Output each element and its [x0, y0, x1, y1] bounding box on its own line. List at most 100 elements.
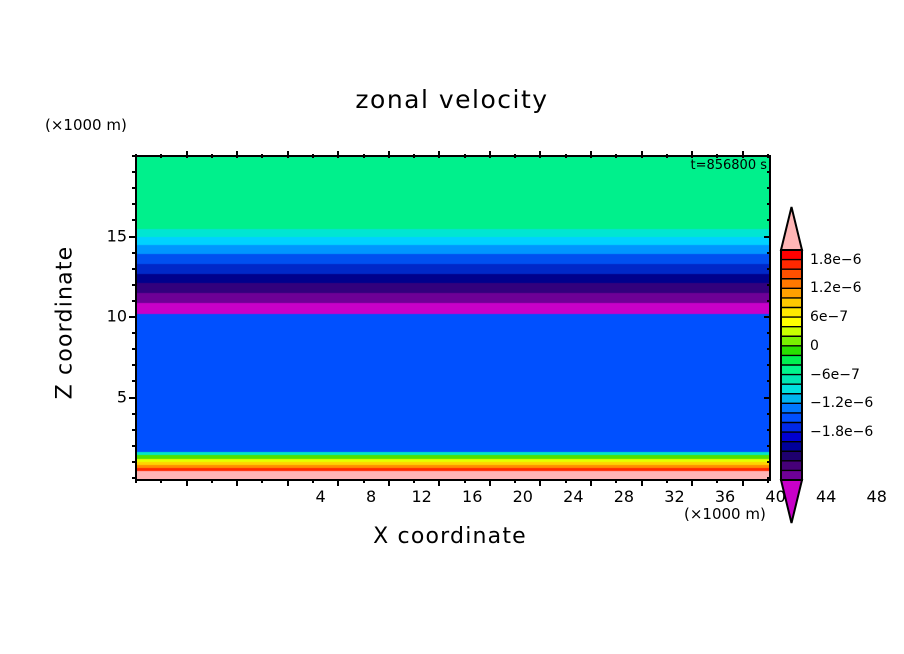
- x-tick: [362, 479, 365, 483]
- x-tick: [135, 154, 137, 158]
- page-title: zonal velocity: [355, 85, 549, 114]
- x-tick: [438, 151, 441, 158]
- x-tick: [665, 154, 668, 158]
- y-tick: [767, 299, 771, 302]
- x-axis-title: X coordinate: [373, 524, 527, 549]
- x-tick: [210, 479, 213, 483]
- y-axis-tick-labels: 5 10 15: [85, 155, 127, 477]
- colorbar-segment: [781, 355, 802, 366]
- y-tick: [132, 428, 136, 431]
- colorbar-tick-label: 0: [810, 337, 819, 354]
- x-tick: [741, 479, 744, 486]
- y-tick: [767, 283, 771, 286]
- x-tick: [286, 479, 289, 486]
- colorbar-tick-label: 1.8e−6: [810, 251, 862, 268]
- x-tick: [463, 154, 466, 158]
- y-tick: [132, 155, 136, 157]
- x-axis-unit-label: (×1000 m): [684, 505, 766, 523]
- x-tick: [261, 154, 264, 158]
- x-tick: [413, 479, 416, 483]
- x-tick: [564, 154, 567, 158]
- x-tick: [488, 151, 491, 158]
- y-tick: [129, 316, 136, 318]
- x-tick: [337, 479, 340, 486]
- y-tick: [132, 267, 136, 270]
- x-tick: [438, 479, 441, 486]
- x-tick-label: 24: [563, 487, 584, 506]
- x-tick: [716, 479, 719, 483]
- y-tick-label: 15: [106, 226, 127, 245]
- x-tick: [615, 479, 618, 483]
- y-tick: [767, 187, 771, 190]
- x-tick-label: 44: [815, 487, 837, 506]
- x-tick: [160, 154, 163, 158]
- colorbar-segment: [781, 441, 802, 452]
- x-tick-label: 32: [664, 487, 685, 506]
- colorbar-tick-label: −1.8e−6: [810, 424, 874, 441]
- x-tick: [564, 479, 567, 483]
- y-tick: [129, 235, 136, 238]
- colorbar-segment: [781, 278, 802, 289]
- colorbar-tick-label: 1.2e−6: [810, 280, 862, 297]
- x-tick-label: 28: [613, 487, 635, 506]
- y-tick: [132, 412, 136, 415]
- y-tick: [767, 444, 771, 447]
- plot-area: [135, 155, 771, 481]
- y-axis-unit-label: (×1000 m): [45, 116, 127, 134]
- x-tick-label: 4: [315, 487, 326, 506]
- colorbar-segment: [781, 317, 802, 328]
- y-tick: [132, 332, 136, 335]
- y-axis-ticks-left: [126, 155, 136, 481]
- colorbar-segment: [781, 403, 802, 414]
- x-tick-label: 8: [366, 487, 377, 506]
- x-tick: [185, 151, 188, 158]
- y-tick: [767, 428, 771, 431]
- colorbar-segment: [781, 374, 802, 385]
- y-tick: [764, 396, 771, 399]
- y-tick: [132, 251, 136, 254]
- x-tick-label: 40: [765, 487, 786, 506]
- y-tick: [767, 412, 771, 415]
- colorbar-segment: [781, 297, 802, 309]
- y-axis-ticks-right: [761, 155, 771, 481]
- x-tick-label: 48: [866, 487, 887, 506]
- y-tick: [132, 477, 136, 479]
- x-tick: [387, 151, 390, 158]
- y-tick: [767, 251, 771, 254]
- y-tick: [767, 380, 771, 383]
- x-tick: [539, 151, 542, 158]
- x-tick: [615, 154, 618, 158]
- colorbar-over-arrow: [779, 206, 804, 251]
- x-tick: [741, 151, 744, 158]
- y-tick: [767, 332, 771, 335]
- y-tick: [132, 348, 136, 351]
- x-tick: [716, 154, 719, 158]
- y-tick: [132, 187, 136, 190]
- colorbar-segment: [781, 365, 802, 376]
- x-tick: [590, 479, 593, 486]
- x-tick-label: 16: [462, 487, 483, 506]
- x-tick: [691, 479, 694, 486]
- colorbar-under-arrow: [779, 479, 804, 524]
- colorbar-segment: [781, 288, 802, 299]
- y-tick: [132, 171, 136, 174]
- colorbar-segment: [781, 326, 802, 337]
- y-tick: [129, 396, 136, 399]
- x-tick: [539, 479, 542, 486]
- y-tick: [767, 267, 771, 270]
- colorbar-segment: [781, 422, 802, 433]
- x-tick: [387, 479, 390, 486]
- y-tick: [767, 460, 771, 463]
- colorbar-segment: [781, 345, 802, 357]
- y-tick: [764, 235, 771, 238]
- y-tick: [767, 477, 771, 479]
- colorbar-segment: [781, 470, 802, 481]
- x-tick: [236, 479, 239, 486]
- x-tick: [337, 151, 340, 158]
- colorbar-segment: [781, 460, 802, 472]
- x-axis-tick-labels: 4 8 12 16 20 24 28 32 36 40 44 48: [135, 0, 886, 506]
- y-tick: [132, 444, 136, 447]
- x-tick: [311, 154, 314, 158]
- colorbar-tick-label: 6e−7: [810, 309, 849, 326]
